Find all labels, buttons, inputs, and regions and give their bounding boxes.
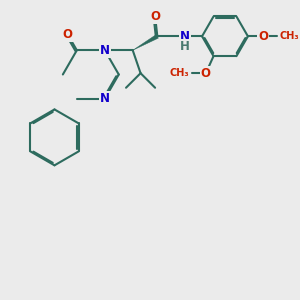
Text: N: N <box>100 92 110 105</box>
Text: N: N <box>100 44 110 57</box>
Text: O: O <box>201 67 211 80</box>
Text: CH₃: CH₃ <box>170 68 190 79</box>
Polygon shape <box>133 34 158 50</box>
Text: N: N <box>180 30 190 43</box>
Text: O: O <box>150 10 160 23</box>
Text: H: H <box>180 40 190 53</box>
Text: O: O <box>63 28 73 41</box>
Text: O: O <box>258 30 268 43</box>
Text: CH₃: CH₃ <box>280 31 299 41</box>
